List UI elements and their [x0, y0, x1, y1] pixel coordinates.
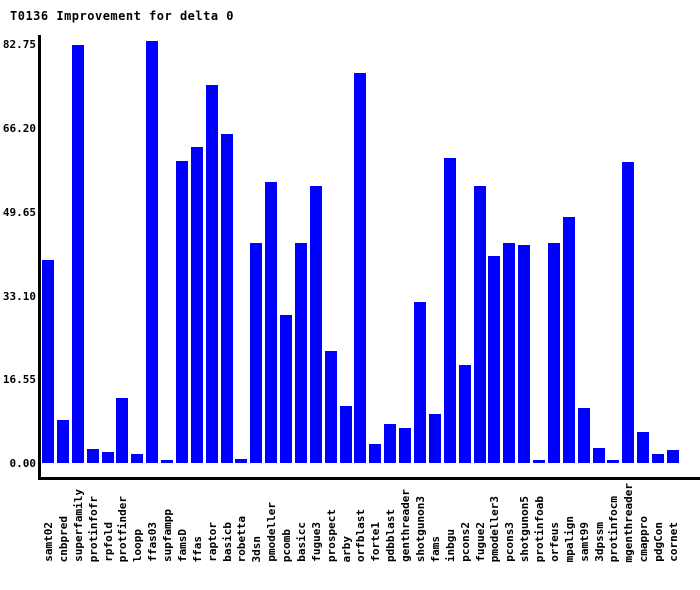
bar-ffas03: [146, 41, 158, 463]
bar-pcons2: [459, 365, 471, 463]
bar-cornet: [667, 450, 679, 463]
x-tick-label-genthreader: genthreader: [399, 489, 412, 562]
x-tick-label-forte1: forte1: [369, 522, 382, 562]
chart-title: T0136 Improvement for delta 0: [10, 9, 235, 23]
x-tick-label-pcons2: pcons2: [459, 522, 472, 562]
x-tick-label-protinfocm: protinfocm: [607, 495, 620, 562]
bar-inbgu: [444, 158, 456, 463]
bar-cmappro: [637, 432, 649, 463]
x-tick-label-robetta: robetta: [235, 515, 248, 562]
y-tick-label: 49.65: [2, 205, 36, 219]
x-tick-label-loopp: loopp: [131, 528, 144, 562]
bar-raptor: [206, 85, 218, 463]
x-tick-label-orfeus: orfeus: [548, 522, 561, 562]
x-tick-label-fams: fams: [429, 535, 442, 563]
x-tick-label-shotgunon5: shotgunon5: [518, 495, 531, 562]
x-tick-label-arby: arby: [340, 535, 353, 563]
x-tick-label-samt02: samt02: [42, 522, 55, 562]
bar-3dpssm: [593, 448, 605, 463]
x-axis-line: [38, 477, 700, 480]
bar-genthreader: [399, 428, 411, 463]
bar-pmodeller3: [488, 256, 500, 463]
bar-mpalign: [563, 217, 575, 463]
bar-superfamily: [72, 45, 84, 463]
bar-fams: [429, 414, 441, 463]
x-tick-label-raptor: raptor: [206, 522, 219, 562]
x-tick-label-shotgunon3: shotgunon3: [414, 495, 427, 562]
bar-samt02: [42, 260, 54, 463]
x-tick-label-cnbpred: cnbpred: [57, 515, 70, 562]
x-tick-label-fugue3: fugue3: [310, 522, 323, 562]
x-tick-label-pmodeller: pmodeller: [265, 502, 278, 562]
bar-basicb: [221, 134, 233, 463]
bar-loopp: [131, 454, 143, 463]
x-tick-label-fugue2: fugue2: [474, 522, 487, 562]
x-tick-label-ffas: ffas: [191, 535, 204, 563]
y-tick-label: 66.20: [2, 122, 36, 136]
x-tick-label-protinfoab: protinfoab: [533, 495, 546, 562]
x-tick-label-famsD: famsD: [176, 528, 189, 562]
x-tick-label-pdgCon: pdgCon: [652, 522, 665, 562]
y-axis-line: [38, 35, 41, 480]
x-tick-label-ffas03: ffas03: [146, 522, 159, 562]
x-tick-label-pdbblast: pdbblast: [384, 509, 397, 562]
bar-mgenthreader: [622, 162, 634, 463]
bar-cnbpred: [57, 420, 69, 463]
bar-basicc: [295, 243, 307, 463]
x-tick-label-mpalign: mpalign: [563, 515, 576, 562]
x-tick-label-protinfofr: protinfofr: [87, 495, 100, 562]
y-tick-label: 82.75: [2, 38, 36, 52]
x-tick-label-prospect: prospect: [325, 509, 338, 562]
bar-pdgCon: [652, 454, 664, 463]
bar-fugue3: [310, 186, 322, 463]
bar-orfblast: [354, 73, 366, 463]
x-tick-label-mgenthreader: mgenthreader: [622, 482, 635, 562]
bar-protinfoab: [533, 460, 545, 463]
bar-protinfocm: [607, 460, 619, 463]
bar-orfeus: [548, 243, 560, 463]
bar-pmodeller: [265, 182, 277, 463]
x-tick-label-rpfold: rpfold: [102, 522, 115, 562]
bar-fugue2: [474, 186, 486, 463]
bar-prospect: [325, 351, 337, 463]
y-tick-label: 0.00: [9, 457, 37, 470]
bar-shotgunon5: [518, 245, 530, 463]
bar-protfinder: [116, 398, 128, 463]
x-tick-label-3dsn: 3dsn: [250, 535, 263, 563]
bar-protinfofr: [87, 449, 99, 463]
x-tick-label-basicb: basicb: [221, 522, 234, 562]
x-tick-label-protfinder: protfinder: [116, 495, 129, 562]
y-tick-label: 33.10: [2, 289, 36, 303]
x-tick-label-pcomb: pcomb: [280, 528, 293, 562]
bar-pcomb: [280, 315, 292, 463]
bar-famsD: [176, 161, 188, 463]
bar-pdbblast: [384, 424, 396, 463]
x-tick-label-basicc: basicc: [295, 522, 308, 562]
y-tick-label: 16.55: [2, 373, 36, 387]
bar-ffas: [191, 147, 203, 463]
x-tick-label-pcons3: pcons3: [503, 522, 516, 562]
bar-supfampp: [161, 460, 173, 463]
x-tick-label-supfampp: supfampp: [161, 509, 174, 562]
bar-pcons3: [503, 243, 515, 463]
bar-robetta: [235, 459, 247, 463]
bar-rpfold: [102, 452, 114, 463]
bar-forte1: [369, 444, 381, 463]
x-tick-label-3dpssm: 3dpssm: [593, 522, 606, 562]
bar-3dsn: [250, 243, 262, 463]
x-tick-label-samt99: samt99: [578, 522, 591, 562]
x-tick-label-inbgu: inbgu: [444, 528, 457, 562]
x-tick-label-orfblast: orfblast: [354, 509, 367, 562]
x-tick-label-cornet: cornet: [667, 522, 680, 562]
bar-samt99: [578, 408, 590, 463]
bar-arby: [340, 406, 352, 463]
x-tick-label-cmappro: cmappro: [637, 515, 650, 562]
x-tick-label-superfamily: superfamily: [72, 489, 85, 562]
bar-shotgunon3: [414, 302, 426, 463]
x-tick-label-pmodeller3: pmodeller3: [488, 495, 501, 562]
